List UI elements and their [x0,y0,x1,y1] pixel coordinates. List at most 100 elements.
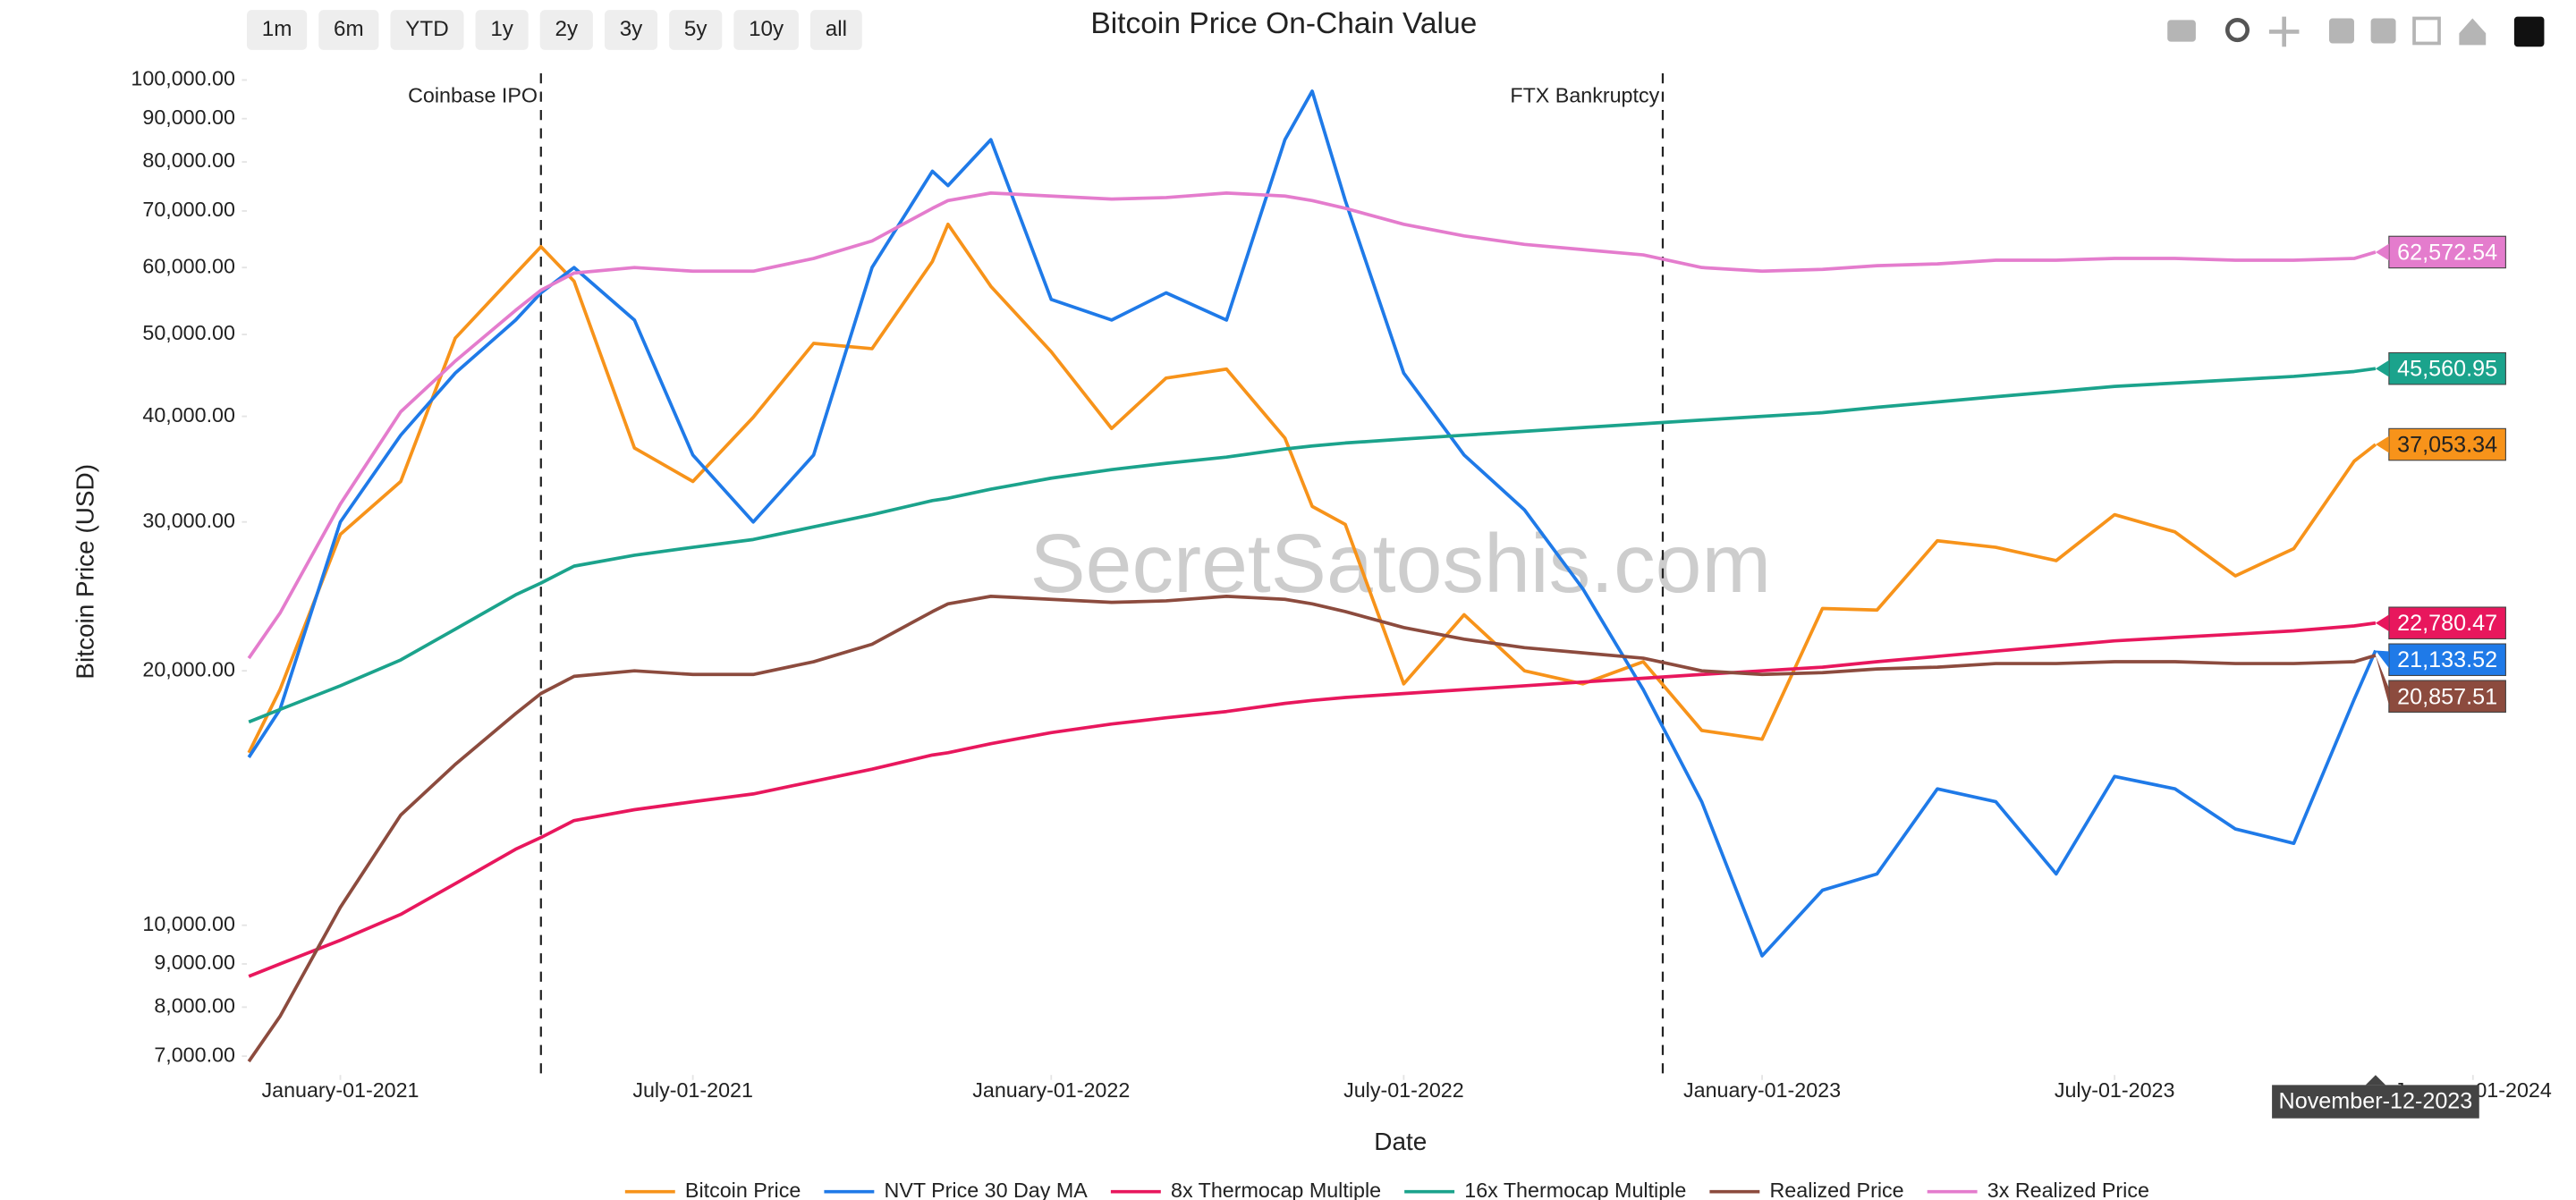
event-label: Coinbase IPO [408,83,538,106]
legend-label[interactable]: Bitcoin Price [685,1179,801,1200]
range-button-bg[interactable] [247,10,308,50]
range-button[interactable]: YTD [390,10,464,50]
end-label-pointer [2375,614,2389,632]
series-line [247,222,2377,754]
range-button-bg[interactable] [604,10,658,50]
series-line [248,367,2377,724]
range-button[interactable]: 1y [475,10,529,50]
legend-item[interactable]: NVT Price 30 Day MA [824,1179,1088,1200]
end-label-text: 20,857.51 [2397,684,2497,709]
autoscale-icon[interactable] [2412,16,2441,46]
range-button-bg[interactable] [733,10,799,50]
end-label-box [2388,680,2506,714]
y-tick-label: 100,000.00 [131,67,235,90]
range-button-label[interactable]: 3y [620,17,643,41]
y-tick-label: 60,000.00 [142,254,235,277]
legend: Bitcoin Price NVT Price 30 Day MA 8x Therm… [624,1179,2149,1200]
hover-text: November-12-2023 [2279,1089,2473,1114]
legend-label[interactable]: NVT Price 30 Day MA [885,1179,1089,1200]
plot-area: 7,000.00 8,000.00 9,000.00 10,000.00 20,000.… [131,67,2552,1119]
x-tick-label: January-01-2023 [1683,1078,1841,1102]
x-axis-title: Date [1374,1128,1427,1155]
range-button-label[interactable]: 6m [334,17,364,41]
hover-label: November-12-2023 [2272,1075,2479,1119]
zoom-out-icon[interactable] [2370,18,2396,44]
series-line [247,89,2377,958]
end-label-pointer [2375,650,2389,669]
modebar [2167,16,2545,47]
y-tick-label: 9,000.00 [154,951,235,974]
end-label-box [2388,606,2506,640]
legend-item[interactable]: 8x Thermocap Multiple [1110,1179,1381,1200]
range-button[interactable]: all [809,10,862,50]
range-button[interactable]: 6m [318,10,379,50]
range-button[interactable]: 5y [669,10,723,50]
range-button-label[interactable]: 1m [262,17,292,41]
hover-pointer [2365,1075,2386,1086]
y-tick-label: 40,000.00 [142,403,235,427]
y-tick-label: 80,000.00 [142,148,235,172]
end-label-box [2388,643,2506,677]
x-tick-label: July-01-2023 [2055,1078,2175,1102]
end-label-text: 62,572.54 [2397,240,2497,265]
range-selector: 1m 6m YTD 1y 2y 3y 5y 10y all [247,10,862,50]
y-tick-label: 50,000.00 [142,321,235,344]
range-button[interactable]: 3y [604,10,658,50]
range-button-bg[interactable] [539,10,593,50]
y-tick-label: 7,000.00 [154,1043,235,1066]
range-button[interactable]: 10y [733,10,799,50]
reset-icon[interactable] [2459,18,2487,46]
end-label: 22,780.47 [2375,606,2506,640]
legend-label[interactable]: Realized Price [1769,1179,1903,1200]
camera-icon[interactable] [2167,20,2196,42]
series-line [247,190,2377,660]
x-tick-label: July-01-2022 [1343,1078,1464,1102]
end-label: 20,857.51 [2375,655,2506,714]
y-tick-label: 30,000.00 [142,509,235,532]
series-line [247,594,2377,1063]
y-tick-label: 90,000.00 [142,106,235,129]
zoom-icon[interactable] [2224,18,2250,43]
end-label: 45,560.95 [2375,351,2506,385]
range-button-label[interactable]: 1y [490,17,513,41]
legend-label[interactable]: 8x Thermocap Multiple [1171,1179,1381,1200]
range-button-bg[interactable] [475,10,529,50]
y-tick-label: 10,000.00 [142,912,235,935]
end-label-pointer [2375,359,2389,377]
pan-icon[interactable] [2268,16,2300,47]
legend-item[interactable]: Bitcoin Price [624,1179,801,1200]
end-label: 37,053.34 [2375,427,2506,461]
range-button[interactable]: 1m [247,10,308,50]
range-button-label[interactable]: 2y [555,17,579,41]
end-label-text: 22,780.47 [2397,611,2497,636]
range-button-label[interactable]: all [826,17,847,41]
legend-label[interactable]: 16x Thermocap Multiple [1464,1179,1686,1200]
range-button[interactable]: 2y [539,10,593,50]
plotly-logo[interactable] [2513,16,2545,47]
y-axis-title: Bitcoin Price (USD) [71,464,98,680]
range-button-bg[interactable] [669,10,723,50]
legend-label[interactable]: 3x Realized Price [1987,1179,2149,1200]
zoom-in-icon[interactable] [2328,18,2354,44]
legend-item[interactable]: 16x Thermocap Multiple [1404,1179,1686,1200]
range-button-bg[interactable] [809,10,862,50]
legend-item[interactable]: Realized Price [1709,1179,1904,1200]
range-button-bg[interactable] [390,10,464,50]
end-label-text: 45,560.95 [2397,357,2497,382]
range-button-bg[interactable] [318,10,379,50]
range-button-label[interactable]: 5y [684,17,708,41]
end-label-pointer [2375,655,2389,706]
x-tick-label: January-01-2021 [262,1078,419,1102]
end-label: 62,572.54 [2375,235,2506,269]
end-label-text: 21,133.52 [2397,647,2497,672]
end-label-pointer [2375,435,2389,453]
chart-title: Bitcoin Price On-Chain Value [1090,7,1477,40]
end-label-pointer [2375,243,2389,261]
end-label: 21,133.52 [2375,643,2506,677]
legend-item[interactable]: 3x Realized Price [1927,1179,2149,1200]
range-button-label[interactable]: 10y [749,17,784,41]
watermark: SecretSatoshis.com [1030,517,1771,610]
range-button-label[interactable]: YTD [405,17,448,41]
end-label-box [2388,427,2506,461]
